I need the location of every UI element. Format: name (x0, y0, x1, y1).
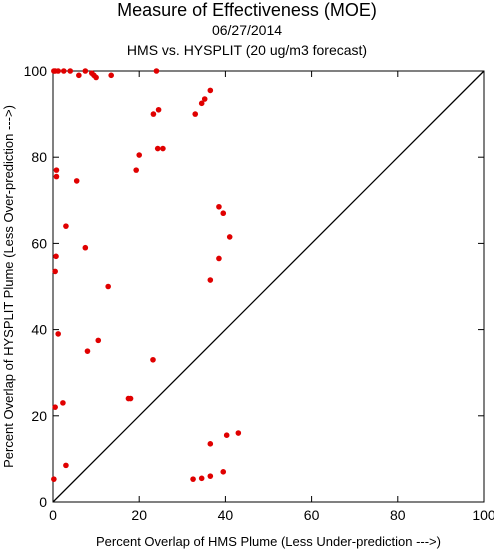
data-point (67, 68, 74, 74)
data-point (60, 400, 66, 406)
data-point (55, 68, 61, 74)
x-tick-label: 80 (390, 507, 406, 523)
data-point (207, 87, 214, 94)
y-axis-label: Percent Overlap of HYSPLIT Plume (Less O… (1, 105, 16, 468)
data-points (51, 68, 242, 482)
data-point (154, 145, 161, 152)
data-point (52, 404, 58, 410)
data-point (190, 476, 196, 482)
data-point (150, 356, 156, 363)
y-tick-label: 100 (24, 63, 48, 79)
x-axis-ticks: 0 20 40 60 80 100 (49, 71, 494, 523)
data-point (223, 432, 230, 438)
data-point (53, 173, 60, 180)
y-tick-label: 20 (31, 408, 47, 424)
y-tick-label: 40 (31, 322, 47, 338)
data-point (73, 178, 80, 184)
data-point (53, 253, 59, 260)
data-point (235, 430, 242, 436)
data-point (136, 152, 142, 158)
data-point (133, 167, 139, 173)
data-point (53, 167, 60, 173)
x-tick-label: 60 (304, 507, 320, 523)
y-tick-label: 80 (31, 149, 47, 165)
x-tick-label: 100 (472, 507, 494, 523)
data-point (95, 337, 102, 344)
data-point (55, 331, 61, 337)
x-tick-label: 20 (131, 507, 147, 523)
data-point (84, 348, 91, 354)
data-point (93, 74, 99, 81)
chart-title: Measure of Effectiveness (MOE) (117, 0, 377, 20)
x-axis-label: Percent Overlap of HMS Plume (Less Under… (96, 534, 441, 549)
reference-line (52, 70, 485, 503)
data-point (207, 441, 214, 447)
data-point (52, 268, 58, 275)
y-tick-label: 0 (39, 494, 47, 510)
data-point (63, 462, 69, 469)
data-point (108, 72, 114, 79)
x-tick-label: 40 (218, 507, 234, 523)
data-point (207, 473, 214, 479)
x-tick-label: 0 (49, 507, 57, 523)
data-point (153, 68, 160, 74)
data-point (220, 210, 227, 217)
data-point (216, 255, 222, 262)
data-point (192, 111, 199, 117)
chart-subtitle-date: 06/27/2014 (211, 22, 283, 38)
data-point (198, 475, 205, 482)
data-point (105, 283, 111, 290)
data-point (160, 145, 166, 152)
data-point (150, 111, 157, 117)
y-tick-label: 60 (31, 235, 47, 251)
data-point (63, 223, 69, 229)
plot-frame (52, 70, 485, 503)
data-point (127, 395, 134, 402)
data-point (82, 68, 89, 74)
data-point (216, 203, 222, 210)
data-point (155, 106, 162, 113)
y-axis-ticks: 0 20 40 60 80 100 (24, 63, 484, 510)
data-point (201, 96, 208, 102)
data-point (226, 234, 233, 240)
data-point (198, 100, 205, 107)
data-point (76, 72, 82, 79)
chart-subtitle-comparison: HMS vs. HYSPLIT (20 ug/m3 forecast) (126, 42, 368, 58)
data-point (60, 68, 67, 74)
data-point (82, 244, 89, 251)
data-point (207, 277, 214, 283)
data-point (51, 476, 57, 482)
data-point (220, 469, 227, 475)
